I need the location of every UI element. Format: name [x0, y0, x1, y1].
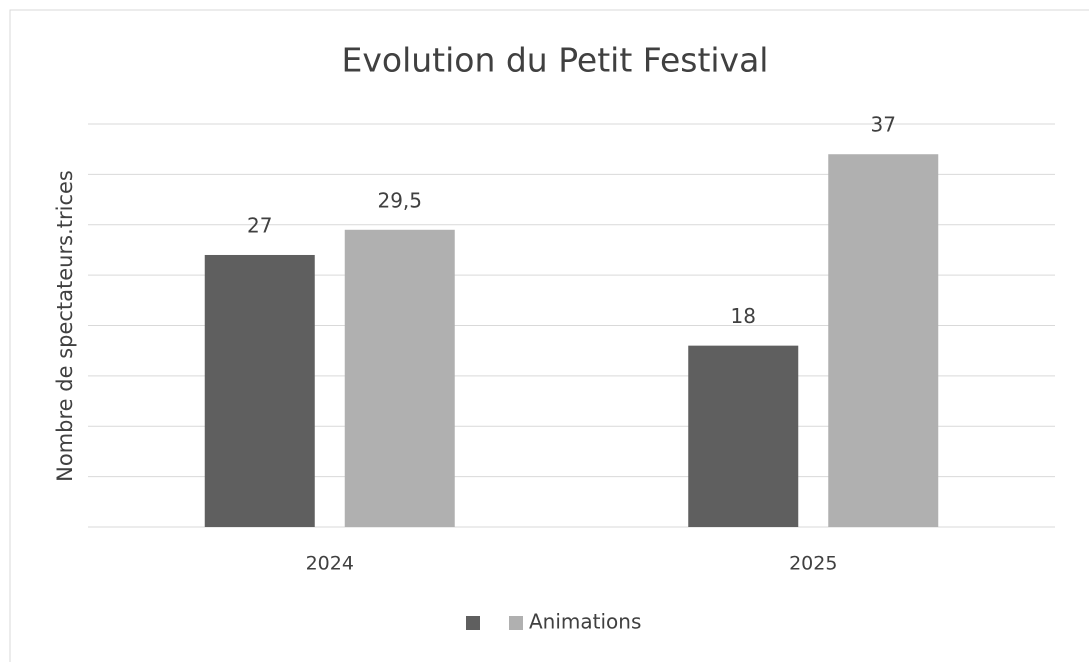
legend-swatch — [466, 616, 480, 630]
data-label: 37 — [871, 113, 896, 137]
bar — [688, 345, 799, 527]
data-label: 29,5 — [377, 188, 422, 212]
bar — [204, 254, 315, 527]
legend-label: Animations — [529, 610, 641, 634]
data-label: 18 — [731, 304, 756, 328]
y-axis-label: Nombre de spectateurs.trices — [53, 170, 77, 482]
bar — [344, 229, 455, 527]
x-tick-label: 2025 — [789, 553, 837, 575]
data-label: 27 — [247, 213, 272, 237]
legend-swatch — [509, 616, 523, 630]
chart-title: Evolution du Petit Festival — [342, 41, 769, 80]
bar — [828, 154, 939, 527]
x-tick-label: 2024 — [306, 553, 354, 575]
